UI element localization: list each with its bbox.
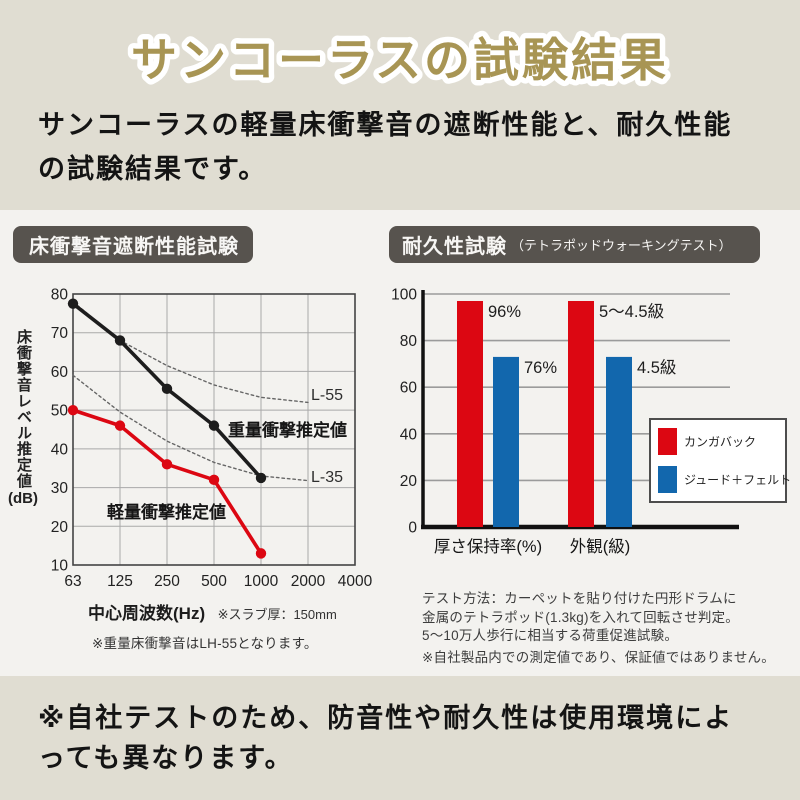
- y-tick-label: 30: [51, 480, 69, 497]
- left-chart-slab-note: ※スラブ厚：150mm: [217, 607, 337, 622]
- right-chart-title-badge: 耐久性試験 （テトラポッドウォーキングテスト）: [389, 226, 760, 263]
- plot-border: [72, 293, 356, 566]
- header-band: [0, 0, 800, 210]
- x-tick-label: 63: [64, 573, 81, 590]
- x-tick-label: 500: [201, 573, 227, 590]
- bar-value-label: 76%: [524, 359, 557, 377]
- left-chart-title-badge: 床衝撃音遮断性能試験: [13, 226, 253, 263]
- left-chart-x-axis-row: 中心周波数(Hz) ※スラブ厚：150mm: [88, 599, 337, 624]
- bar-red: [568, 300, 594, 527]
- left-chart-y-axis-label: 床衝撃音レベル推定値: [15, 329, 32, 489]
- page-title-svg: サンコーラスの試験結果: [125, 29, 671, 92]
- y-tick-label: 100: [391, 287, 417, 304]
- red-swatch-icon: [658, 428, 677, 455]
- y-tick-label: 40: [400, 426, 418, 443]
- x-tick-label: 250: [154, 573, 180, 590]
- test-method-note-line-1: テスト方法：カーペットを貼り付けた円形ドラムに: [422, 591, 737, 606]
- legend-label-kangaback: カンガバック: [684, 435, 757, 449]
- y-tick-label: 70: [51, 325, 69, 342]
- right-chart-title-sub: （テトラポッドウォーキングテスト）: [511, 238, 732, 253]
- y-tick-label: 20: [51, 519, 69, 536]
- data-point: [208, 474, 220, 486]
- left-chart-x-axis-label: 中心周波数(Hz): [88, 604, 206, 623]
- page-title: サンコーラスの試験結果: [131, 34, 669, 86]
- category-label: 外観(級): [570, 537, 631, 556]
- l55-label: L-55: [311, 387, 343, 404]
- y-tick-label: 80: [400, 333, 418, 350]
- blue-swatch-icon: [658, 466, 677, 493]
- left-chart-note: ※重量床衝撃音はLH-55となります。: [92, 636, 318, 651]
- footer-band: [0, 676, 800, 800]
- x-tick-label: 4000: [338, 573, 373, 590]
- data-point: [161, 459, 173, 470]
- data-point: [67, 298, 79, 309]
- y-tick-label: 80: [51, 287, 69, 304]
- footer-note-line-2: っても異なります。: [38, 743, 294, 773]
- category-label: 厚さ保持率(%): [434, 537, 542, 556]
- heavy-impact-label: 重量衝撃推定値: [228, 420, 347, 440]
- data-point: [114, 420, 126, 431]
- bar-value-label: 5〜4.5級: [599, 302, 664, 321]
- data-point: [255, 548, 267, 559]
- left-chart-title: 床衝撃音遮断性能試験: [29, 236, 239, 258]
- x-tick-label: 1000: [244, 573, 279, 590]
- legend-row-kangaback: カンガバック: [658, 428, 756, 455]
- subtitle-line-1: サンコーラスの軽量床衝撃音の遮断性能と、耐久性能: [38, 110, 733, 140]
- y-tick-label: 60: [400, 380, 418, 397]
- y-tick-label: 40: [51, 441, 69, 458]
- right-chart-title: 耐久性試験: [402, 236, 507, 258]
- bar-chart: 0 20 40 60 80 100 96% 76% 厚さ保持率(%) 5〜4.5級 4.5級外観(級…: [391, 287, 739, 556]
- legend: カンガバック ジュード＋フェルト: [649, 418, 791, 503]
- data-point: [161, 383, 173, 395]
- bar-value-label: 4.5級: [637, 358, 676, 377]
- footer-note-line-1: ※自社テストのため、防音性や耐久性は使用環境によ: [38, 703, 734, 733]
- series-line-2: [72, 301, 309, 404]
- data-point: [114, 335, 126, 346]
- legend-row-jute-felt: ジュード＋フェルト: [658, 466, 791, 493]
- light-impact-label: 軽量衝撃推定値: [107, 502, 226, 522]
- data-point: [67, 404, 79, 416]
- series-line-3: [72, 374, 309, 482]
- bar-value-label: 96%: [488, 303, 521, 321]
- y-tick-label: 60: [51, 364, 69, 381]
- y-tick-label: 50: [51, 403, 69, 420]
- bar-blue: [493, 356, 519, 527]
- x-tick-label: 2000: [291, 573, 326, 590]
- disclaimer-note: ※自社製品内での測定値であり、保証値ではありません。: [422, 650, 775, 665]
- y-tick-label: 20: [400, 473, 418, 490]
- y-tick-label: 0: [408, 520, 417, 537]
- test-method-note-line-3: 5〜10万人歩行に相当する荷重促進試験。: [422, 628, 679, 643]
- l35-label: L-35: [311, 469, 343, 486]
- subtitle-line-2: の試験結果です。: [38, 154, 268, 184]
- y-tick-label: 10: [51, 558, 69, 575]
- data-point: [208, 420, 220, 431]
- legend-label-jute-felt: ジュード＋フェルト: [684, 473, 792, 487]
- data-point: [255, 472, 267, 484]
- x-tick-label: 125: [107, 573, 133, 590]
- left-chart-y-axis-unit: (dB): [8, 490, 38, 507]
- bar-red: [457, 300, 483, 527]
- test-method-note-line-2: 金属のテトラポッド(1.3kg)を入れて回転させ判定。: [422, 610, 740, 625]
- line-chart: 10 20 30 40 50 60 70 80 63 125 250 500 1000 2000 4000 重…: [51, 287, 373, 591]
- bar-blue: [606, 356, 632, 527]
